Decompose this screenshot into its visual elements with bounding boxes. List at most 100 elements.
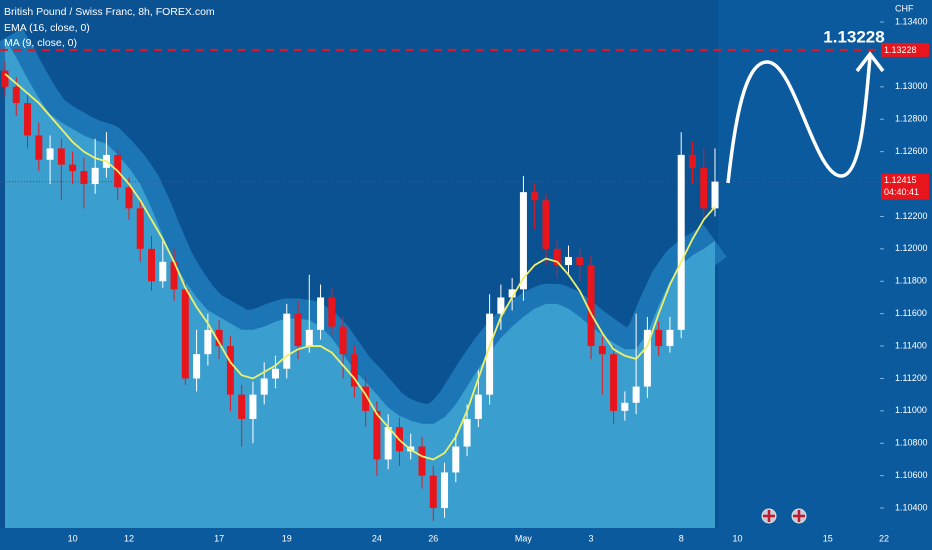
- candle-body: [508, 289, 516, 298]
- candle-body: [610, 354, 618, 411]
- y-tick-label: 1.11200: [895, 373, 927, 383]
- candle-body: [655, 329, 663, 347]
- candle-body: [531, 192, 539, 201]
- x-tick-label: 10: [733, 533, 743, 543]
- x-tick-label: 3: [589, 533, 594, 543]
- x-tick-label: 22: [879, 533, 889, 543]
- y-tick-label: 1.11600: [895, 308, 927, 318]
- candle-body: [148, 248, 156, 282]
- candle-body: [519, 192, 527, 290]
- countdown-label: 04:40:41: [884, 187, 919, 197]
- candle-body: [711, 181, 719, 209]
- last-price-label: 1.12415: [884, 175, 917, 185]
- y-tick-label: 1.12000: [895, 243, 928, 253]
- y-tick-label: 1.11400: [895, 340, 927, 350]
- candle-body: [249, 394, 257, 419]
- candle-body: [193, 354, 201, 379]
- candle-body: [46, 148, 54, 160]
- candle-body: [317, 297, 325, 330]
- candle-body: [429, 475, 437, 509]
- target-tag: [881, 42, 929, 57]
- candle-body: [24, 103, 32, 136]
- candle-body: [125, 187, 133, 209]
- x-tick-label: 8: [679, 533, 684, 543]
- target-annotation: 1.13228: [823, 27, 884, 46]
- candle-body: [463, 418, 471, 447]
- legend-entry: EMA (16, close, 0): [4, 22, 90, 34]
- candle-body: [91, 167, 99, 185]
- candle-body: [643, 329, 651, 387]
- candle-body: [576, 256, 584, 266]
- y-tick-label: 1.10600: [895, 470, 928, 480]
- candle-body: [328, 297, 336, 327]
- candle-body: [474, 394, 482, 419]
- candle-body: [80, 171, 88, 185]
- candle-body: [339, 326, 347, 355]
- candle-body: [69, 164, 77, 172]
- candle-body: [486, 313, 494, 395]
- candle-body: [170, 261, 178, 290]
- candle-body: [700, 167, 708, 209]
- event-icon: [791, 508, 807, 524]
- legend-entry: MA (9, close, 0): [4, 37, 77, 49]
- y-tick-label: 1.13400: [895, 16, 928, 26]
- y-tick-label: 1.10800: [895, 438, 928, 448]
- candle-body: [159, 261, 167, 282]
- plot-area: [0, 28, 880, 528]
- candle-body: [497, 297, 505, 314]
- x-tick-label: 26: [428, 533, 438, 543]
- y-tick-label: 1.11800: [895, 276, 927, 286]
- forecast-arrow: [726, 56, 872, 184]
- candle-body: [181, 289, 189, 379]
- candle-body: [418, 446, 426, 476]
- candle-body: [305, 329, 313, 347]
- candle-body: [677, 154, 685, 330]
- candle-body: [1, 70, 9, 87]
- candle-body: [384, 427, 392, 460]
- y-tick-label: 1.12200: [895, 211, 928, 221]
- x-tick-label: 17: [214, 533, 224, 543]
- y-tick-label: 1.10400: [895, 502, 928, 512]
- candle-body: [373, 410, 381, 460]
- candle-body: [542, 200, 550, 249]
- currency-label: CHF: [895, 3, 914, 13]
- x-tick-label: 10: [68, 533, 78, 543]
- candle-body: [271, 368, 279, 379]
- candle-body: [565, 256, 572, 266]
- candle-body: [553, 248, 561, 266]
- y-tick-label: 1.13000: [895, 81, 928, 91]
- x-tick-label: 24: [372, 533, 382, 543]
- candle-body: [350, 354, 358, 387]
- candle-body: [294, 313, 302, 347]
- candle-body: [362, 386, 370, 411]
- candle-body: [621, 402, 629, 411]
- candle-body: [57, 148, 65, 165]
- y-tick-label: 1.12800: [895, 114, 928, 124]
- candle-body: [283, 313, 291, 369]
- candle-body: [215, 329, 223, 347]
- event-icon: [761, 508, 777, 524]
- x-tick-label: 12: [124, 533, 134, 543]
- last-price-tag: [881, 173, 929, 200]
- x-tick-label: 19: [282, 533, 292, 543]
- y-tick-label: 1.11000: [895, 405, 927, 415]
- ema-line: [4, 73, 716, 461]
- arrow-head: [855, 51, 885, 73]
- candle-body: [598, 346, 606, 355]
- candle-body: [204, 329, 212, 355]
- candle-body: [587, 265, 595, 347]
- x-tick-label: May: [515, 533, 533, 543]
- candle-body: [136, 208, 144, 249]
- chart-title: British Pound / Swiss Franc, 8h, FOREX.c…: [4, 6, 215, 18]
- candle-body: [452, 446, 460, 473]
- y-tick-label: 1.12600: [895, 146, 928, 156]
- candle-body: [688, 154, 696, 168]
- candle-body: [632, 386, 640, 403]
- ma-area: [5, 38, 716, 528]
- target-tag-label: 1.13228: [884, 45, 917, 55]
- candle-body: [226, 346, 234, 395]
- candle-body: [260, 378, 268, 395]
- candle-body: [238, 394, 246, 419]
